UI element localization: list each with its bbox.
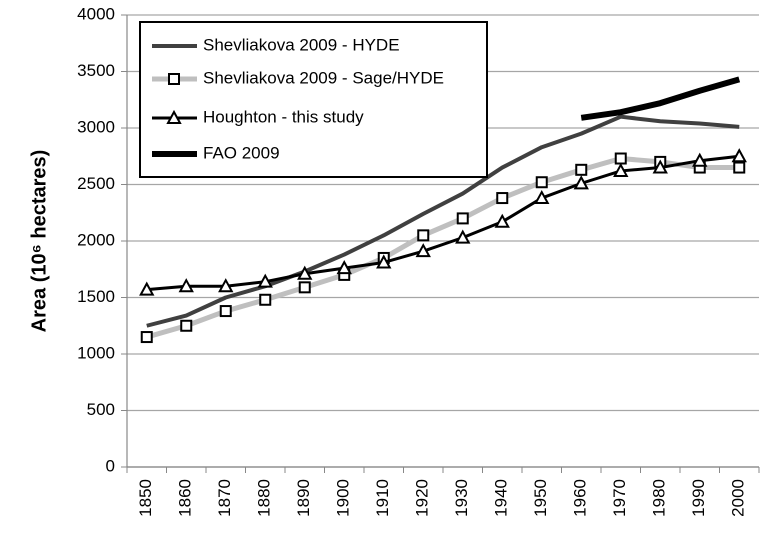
series-line	[146, 156, 740, 340]
data-point	[613, 162, 629, 177]
x-tick-label: 1920	[413, 479, 432, 517]
data-point	[417, 229, 430, 242]
data-point	[575, 163, 588, 176]
data-point	[218, 278, 234, 293]
data-point	[614, 152, 627, 165]
x-tick-label: 1950	[531, 479, 550, 517]
x-tick-label: 1930	[452, 479, 471, 517]
x-tick-label: 1940	[492, 479, 511, 517]
x-tick-label: 1910	[373, 479, 392, 517]
x-tick-label: 1990	[689, 479, 708, 517]
data-point	[180, 319, 193, 332]
y-tick-label: 1000	[77, 343, 115, 362]
data-point	[298, 281, 311, 294]
y-tick-label: 0	[106, 456, 115, 475]
y-tick-label: 3500	[77, 61, 115, 80]
data-point	[731, 148, 747, 163]
data-point	[535, 176, 548, 189]
y-tick-label: 2500	[77, 174, 115, 193]
legend-label: Houghton - this study	[203, 107, 364, 126]
legend-marker	[168, 73, 180, 85]
data-point	[140, 331, 153, 344]
legend-label: FAO 2009	[203, 143, 280, 162]
y-tick-label: 3000	[77, 117, 115, 136]
y-axis-label: Area (10⁶ hectares)	[28, 150, 50, 333]
data-point	[456, 212, 469, 225]
x-tick-label: 1860	[176, 479, 195, 517]
x-tick-label: 1980	[650, 479, 669, 517]
series-line	[146, 154, 740, 292]
data-point	[376, 254, 392, 269]
legend-label: Shevliakova 2009 - HYDE	[203, 35, 400, 54]
x-tick-label: 1900	[334, 479, 353, 517]
data-point	[652, 159, 668, 174]
data-point	[297, 265, 313, 280]
data-point	[692, 152, 708, 167]
data-point	[336, 260, 352, 275]
data-point	[494, 213, 510, 228]
data-point	[257, 273, 273, 288]
x-tick-label: 1970	[610, 479, 629, 517]
data-point	[259, 293, 272, 306]
data-point	[733, 161, 746, 174]
legend-marker	[166, 109, 182, 124]
y-tick-label: 2000	[77, 230, 115, 249]
x-tick-label: 1870	[215, 479, 234, 517]
x-tick-label: 1850	[136, 479, 155, 517]
y-tick-label: 4000	[77, 4, 115, 23]
data-point	[573, 175, 589, 190]
legend-label: Shevliakova 2009 - Sage/HYDE	[203, 68, 444, 87]
legend-box	[139, 21, 488, 178]
x-tick-label: 1960	[571, 479, 590, 517]
x-tick-label: 2000	[729, 479, 748, 517]
series-line	[580, 76, 741, 121]
series-line	[146, 114, 740, 328]
data-point	[455, 229, 471, 244]
data-point	[496, 192, 509, 205]
y-tick-label: 1500	[77, 287, 115, 306]
data-point	[415, 243, 431, 258]
x-tick-label: 1880	[255, 479, 274, 517]
data-point	[178, 278, 194, 293]
x-tick-label: 1890	[294, 479, 313, 517]
data-point	[534, 189, 550, 205]
data-point	[139, 281, 155, 296]
data-point	[219, 305, 232, 318]
y-tick-label: 500	[87, 400, 115, 419]
